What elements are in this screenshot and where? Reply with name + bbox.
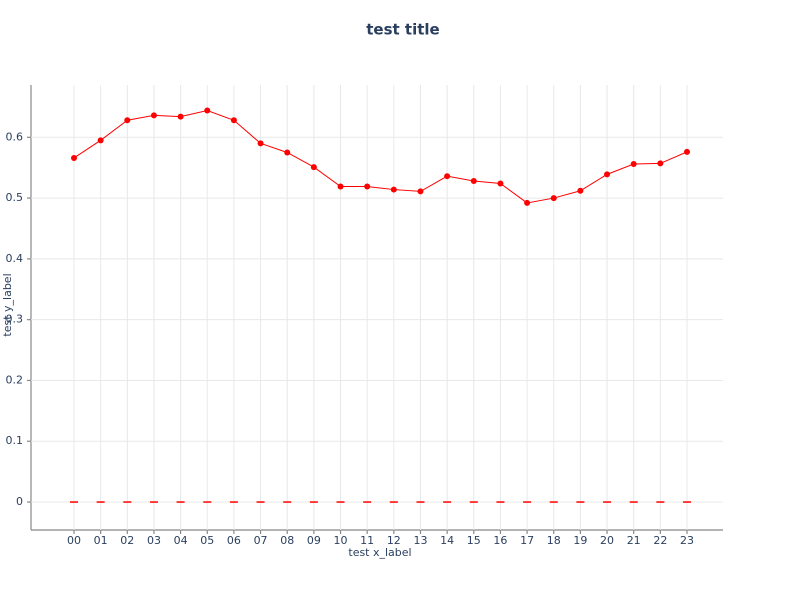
x-tick-label: 13 bbox=[413, 534, 427, 547]
point bbox=[150, 112, 157, 119]
point bbox=[177, 113, 184, 120]
x-tick-label: 12 bbox=[387, 534, 401, 547]
x-tick-label: 11 bbox=[360, 534, 374, 547]
y-axis-label: test y_label bbox=[1, 273, 14, 336]
x-tick-label: 18 bbox=[547, 534, 561, 547]
point bbox=[604, 171, 611, 178]
point bbox=[684, 148, 690, 155]
x-tick-label: 23 bbox=[680, 534, 694, 547]
series-line bbox=[73, 110, 688, 204]
x-tick-label: 10 bbox=[334, 534, 348, 547]
point bbox=[71, 154, 77, 161]
y-tick-label: 0.3 bbox=[6, 313, 24, 326]
point bbox=[470, 178, 477, 185]
point bbox=[390, 186, 397, 193]
x-tick-label: 17 bbox=[520, 534, 534, 547]
y-tick-label: 0.1 bbox=[6, 434, 24, 447]
x-tick-label: 15 bbox=[467, 534, 481, 547]
y-tick-label: 0.4 bbox=[6, 252, 24, 265]
point bbox=[97, 137, 104, 144]
x-tick-label: 20 bbox=[600, 534, 614, 547]
point bbox=[230, 117, 237, 124]
y-tick-label: 0.2 bbox=[6, 373, 24, 386]
x-tick-label: 08 bbox=[280, 534, 294, 547]
x-tick-label: 06 bbox=[227, 534, 241, 547]
x-tick-label: 07 bbox=[254, 534, 268, 547]
point bbox=[204, 107, 211, 114]
point bbox=[550, 195, 557, 202]
point bbox=[310, 164, 317, 171]
x-tick-label: 05 bbox=[200, 534, 214, 547]
chart-title: test title bbox=[366, 21, 439, 39]
point bbox=[444, 173, 451, 180]
point bbox=[577, 187, 584, 194]
point bbox=[124, 117, 131, 124]
point bbox=[337, 183, 344, 190]
point bbox=[284, 149, 291, 156]
x-tick-label: 02 bbox=[120, 534, 134, 547]
x-tick-label: 16 bbox=[493, 534, 507, 547]
point bbox=[657, 160, 664, 167]
x-tick-label: 14 bbox=[440, 534, 454, 547]
y-tick-label: 0.5 bbox=[6, 191, 24, 204]
point bbox=[417, 188, 424, 195]
x-tick-label: 22 bbox=[653, 534, 667, 547]
y-tick-label: 0 bbox=[16, 495, 23, 508]
y-tick-label: 0.6 bbox=[6, 130, 24, 143]
point bbox=[524, 199, 531, 206]
point bbox=[364, 183, 371, 190]
x-tick-label: 00 bbox=[67, 534, 81, 547]
point bbox=[257, 140, 264, 147]
x-axis-label: test x_label bbox=[348, 546, 411, 559]
x-tick-label: 09 bbox=[307, 534, 321, 547]
point bbox=[630, 161, 637, 168]
x-tick-label: 19 bbox=[573, 534, 587, 547]
x-tick-label: 03 bbox=[147, 534, 161, 547]
x-tick-label: 01 bbox=[94, 534, 108, 547]
x-tick-label: 21 bbox=[627, 534, 641, 547]
point bbox=[497, 180, 504, 187]
x-tick-label: 04 bbox=[174, 534, 188, 547]
